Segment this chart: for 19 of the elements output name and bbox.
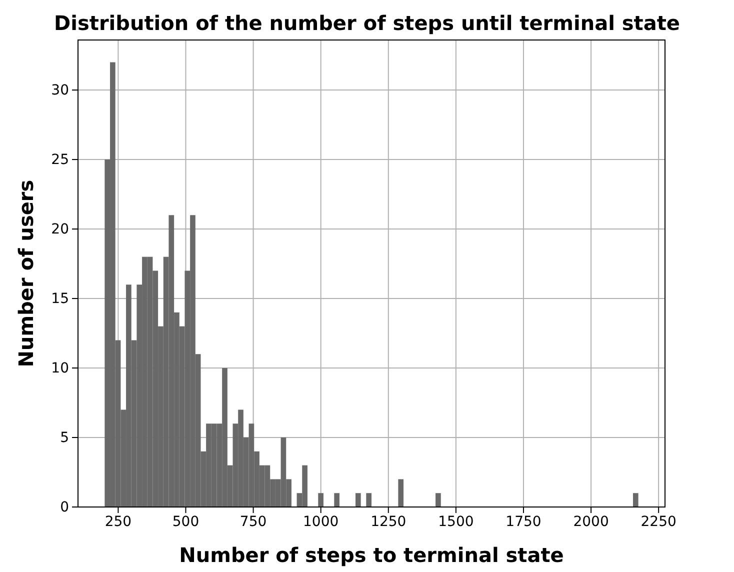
x-tick-label: 250 (104, 514, 132, 530)
x-tick-label: 1500 (438, 514, 474, 530)
x-tick-label: 1000 (303, 514, 339, 530)
y-tick-label: 20 (51, 222, 69, 238)
x-tick-label: 500 (172, 514, 200, 530)
x-tick-label: 750 (240, 514, 267, 530)
x-tick-label: 2000 (573, 514, 609, 530)
x-axis-title: Number of steps to terminal state (179, 543, 564, 567)
y-tick-label: 5 (60, 430, 69, 446)
y-axis-title: Number of users (14, 180, 38, 368)
chart-title: Distribution of the number of steps until terminal state (54, 11, 680, 35)
y-tick-label: 0 (60, 499, 69, 516)
y-tick-label: 15 (51, 291, 69, 307)
x-tick-label: 2250 (640, 514, 676, 530)
x-tick-label: 1750 (506, 514, 542, 530)
y-tick-label: 30 (51, 82, 69, 99)
y-tick-label: 10 (51, 360, 69, 376)
x-tick-label: 1250 (370, 514, 406, 530)
y-tick-label: 25 (51, 152, 69, 168)
